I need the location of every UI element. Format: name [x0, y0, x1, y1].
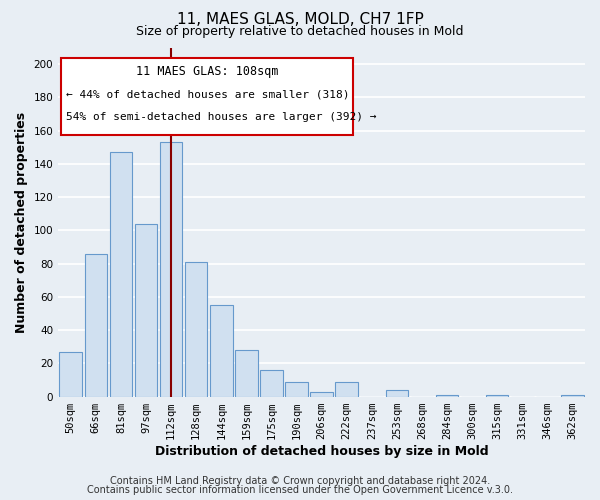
FancyBboxPatch shape	[61, 58, 353, 135]
Bar	[110, 152, 132, 396]
Text: Size of property relative to detached houses in Mold: Size of property relative to detached ho…	[136, 25, 464, 38]
Y-axis label: Number of detached properties: Number of detached properties	[15, 112, 28, 332]
Bar	[436, 395, 458, 396]
Text: Contains public sector information licensed under the Open Government Licence v.: Contains public sector information licen…	[87, 485, 513, 495]
Bar	[310, 392, 333, 396]
Bar	[210, 305, 233, 396]
Bar	[285, 382, 308, 396]
Bar	[386, 390, 408, 396]
Text: ← 44% of detached houses are smaller (318): ← 44% of detached houses are smaller (31…	[66, 90, 350, 100]
Bar	[486, 395, 508, 396]
X-axis label: Distribution of detached houses by size in Mold: Distribution of detached houses by size …	[155, 444, 488, 458]
Bar	[335, 382, 358, 396]
Text: Contains HM Land Registry data © Crown copyright and database right 2024.: Contains HM Land Registry data © Crown c…	[110, 476, 490, 486]
Bar	[59, 352, 82, 397]
Bar	[260, 370, 283, 396]
Text: 11 MAES GLAS: 108sqm: 11 MAES GLAS: 108sqm	[136, 65, 278, 78]
Bar	[235, 350, 257, 397]
Bar	[160, 142, 182, 396]
Bar	[85, 254, 107, 396]
Bar	[561, 395, 584, 396]
Bar	[134, 224, 157, 396]
Bar	[185, 262, 208, 396]
Text: 11, MAES GLAS, MOLD, CH7 1FP: 11, MAES GLAS, MOLD, CH7 1FP	[176, 12, 424, 28]
Text: 54% of semi-detached houses are larger (392) →: 54% of semi-detached houses are larger (…	[66, 112, 377, 122]
